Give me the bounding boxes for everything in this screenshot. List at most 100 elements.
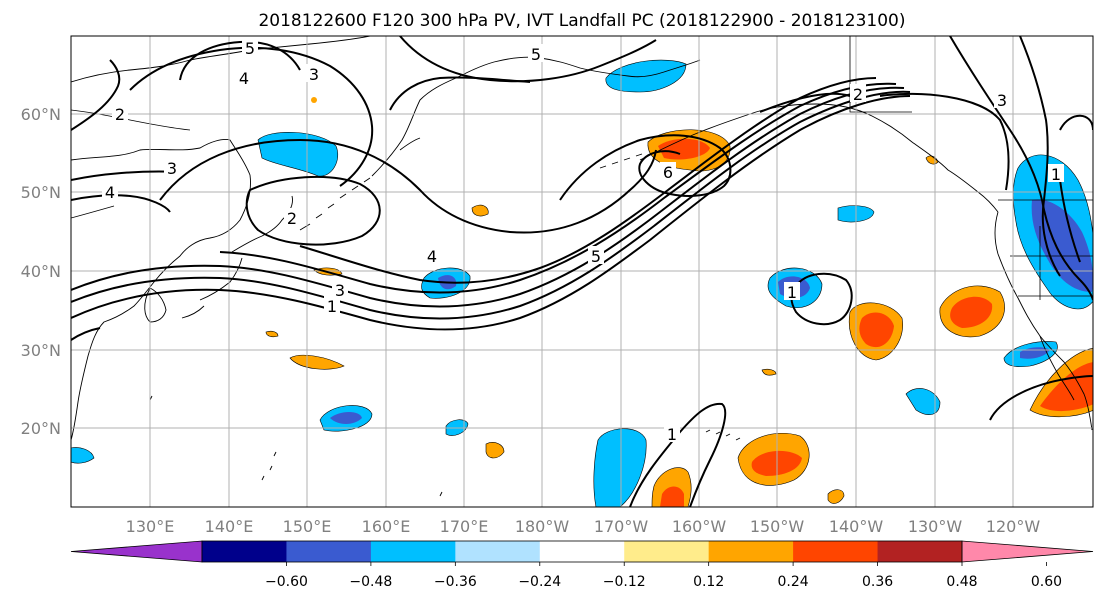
contour-line-2 bbox=[71, 90, 911, 320]
lon-tick-label: 160°W bbox=[672, 517, 727, 536]
contour-line-9 bbox=[179, 40, 301, 81]
contour-line-7 bbox=[159, 138, 657, 234]
pos-region-small-1 bbox=[471, 204, 489, 217]
china-mongolia-border bbox=[71, 109, 191, 219]
contour-line-13 bbox=[71, 194, 171, 213]
baja-peninsula bbox=[1039, 335, 1075, 401]
pos-region-east-core bbox=[950, 296, 993, 328]
longitude-axis: 130°E 140°E 150°E 160°E 170°E 180°W 170°W 160°W… bbox=[126, 517, 1041, 536]
colorbar-tick-label: −0.48 bbox=[349, 574, 392, 590]
pos-region-aleutian-core bbox=[658, 138, 710, 160]
contour-line-10 bbox=[399, 36, 657, 83]
lat-tick-label: 50°N bbox=[21, 183, 61, 202]
pos-region-small-3 bbox=[265, 330, 279, 338]
neg-region-kamchatka bbox=[257, 132, 338, 177]
contour-label: 2 bbox=[287, 209, 297, 228]
contour-label: 3 bbox=[335, 281, 345, 300]
pv-marker bbox=[311, 97, 317, 103]
pos-region-center-east-core bbox=[859, 312, 894, 348]
contour-line-21 bbox=[790, 272, 853, 326]
colorbar-tick-label: 0.36 bbox=[862, 574, 893, 590]
colorbar-tick-label: 0.12 bbox=[693, 574, 724, 590]
hawaii-islands bbox=[705, 429, 741, 441]
colorbar-tick-label: 0.60 bbox=[1031, 574, 1062, 590]
map-panel: 5 4 3 2 3 4 2 4 3 1 5 bbox=[70, 35, 1094, 508]
contour-line-6 bbox=[245, 175, 381, 246]
latitude-axis: 60°N 50°N 40°N 30°N 20°N bbox=[21, 105, 61, 438]
contour-label: 5 bbox=[531, 45, 541, 64]
lon-tick-label: 130°E bbox=[126, 517, 175, 536]
colorbar-segment bbox=[624, 541, 710, 562]
contour-line-17 bbox=[1019, 36, 1061, 277]
colorbar-tick-label: −0.24 bbox=[518, 574, 561, 590]
colorbar-tick-label: 0.48 bbox=[946, 574, 977, 590]
lon-tick-label: 140°W bbox=[829, 517, 884, 536]
contour-line-12 bbox=[559, 134, 732, 201]
contour-line-1 bbox=[71, 95, 911, 331]
pacific-islands bbox=[149, 395, 443, 497]
contour-line-18 bbox=[1059, 114, 1093, 263]
lon-tick-label: 160°E bbox=[362, 517, 411, 536]
lat-tick-label: 60°N bbox=[21, 105, 61, 124]
contour-label: 1 bbox=[327, 297, 337, 316]
contour-label: 2 bbox=[115, 105, 125, 124]
alaska-coast bbox=[639, 59, 999, 213]
lon-tick-label: 170°W bbox=[594, 517, 649, 536]
colorbar-segment bbox=[202, 541, 287, 562]
political-borders bbox=[71, 36, 1093, 300]
contour-label: 3 bbox=[997, 91, 1007, 110]
aleutian-chain bbox=[599, 153, 643, 169]
pos-region-small-6 bbox=[761, 368, 777, 376]
us-state-borders bbox=[1010, 226, 1093, 300]
lon-tick-label: 140°E bbox=[205, 517, 254, 536]
contour-label: 2 bbox=[853, 85, 863, 104]
contour-labels: 5 4 3 2 3 4 2 4 3 1 5 bbox=[102, 38, 1064, 444]
colorbar-tick-label: −0.12 bbox=[603, 574, 646, 590]
colorbar-tick-label: −0.36 bbox=[434, 574, 477, 590]
contour-label: 3 bbox=[167, 159, 177, 178]
colorbar-extension-low bbox=[70, 540, 203, 563]
colorbar-segment bbox=[877, 541, 963, 562]
contour-label: 1 bbox=[667, 425, 677, 444]
pos-region-south-core bbox=[660, 486, 684, 507]
neg-region-left-edge bbox=[71, 447, 95, 464]
shaded-anomalies bbox=[71, 59, 1093, 507]
contour-label: 4 bbox=[427, 247, 437, 266]
pos-region-small-5 bbox=[485, 442, 505, 459]
contour-line-8 bbox=[129, 46, 374, 187]
bering-coast bbox=[493, 56, 665, 78]
map-frame bbox=[70, 35, 1094, 508]
canada-alaska-border bbox=[849, 36, 912, 113]
lat-tick-label: 40°N bbox=[21, 262, 61, 281]
lon-tick-label: 170°E bbox=[440, 517, 489, 536]
colorbar-tick-label: −0.60 bbox=[265, 574, 308, 590]
pv-contours bbox=[71, 36, 1093, 507]
contour-line-15 bbox=[71, 59, 121, 131]
contour-line-24 bbox=[71, 327, 101, 341]
colorbar-segment bbox=[286, 541, 372, 562]
contour-label: 6 bbox=[663, 163, 673, 182]
kuril-chain bbox=[299, 177, 371, 231]
lat-tick-label: 30°N bbox=[21, 341, 61, 360]
korea-outline bbox=[144, 287, 167, 323]
coastlines bbox=[71, 36, 1093, 497]
lon-tick-label: 180°W bbox=[515, 517, 570, 536]
colorbar-segment bbox=[455, 541, 541, 562]
contour-label: 4 bbox=[105, 183, 115, 202]
colorbar-extension-high bbox=[961, 540, 1094, 563]
contour-label: 1 bbox=[787, 283, 797, 302]
lon-tick-label: 150°E bbox=[283, 517, 332, 536]
contour-line-3 bbox=[71, 86, 905, 308]
colorbar-segment bbox=[708, 541, 794, 562]
lon-tick-label: 120°W bbox=[986, 517, 1041, 536]
kamchatka-coast bbox=[371, 61, 495, 177]
contour-label: 5 bbox=[591, 247, 601, 266]
neg-region-sw-pacific-core bbox=[330, 412, 362, 424]
contour-line-19 bbox=[879, 92, 1010, 191]
contour-label: 3 bbox=[309, 65, 319, 84]
colorbar: −0.60 −0.48 −0.36 −0.24 −0.12 0.12 0.24 0.36 0.4… bbox=[70, 540, 1094, 590]
contour-line-4 bbox=[219, 82, 897, 294]
pos-region-small-4 bbox=[289, 354, 345, 370]
lat-tick-label: 20°N bbox=[21, 419, 61, 438]
pos-region-small-7 bbox=[827, 489, 845, 504]
